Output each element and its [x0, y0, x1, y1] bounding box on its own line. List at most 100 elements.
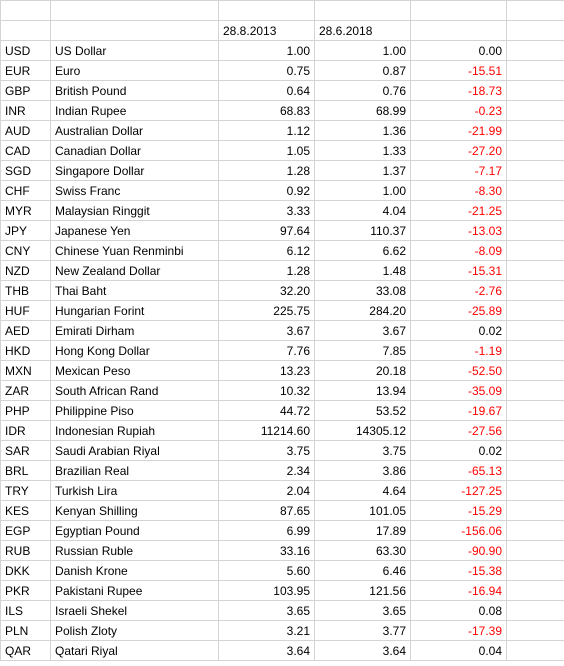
- table-row: PLNPolish Zloty3.213.77-17.39: [1, 621, 564, 641]
- value-1: 5.60: [219, 561, 315, 581]
- table-row: PKRPakistani Rupee103.95121.56-16.94: [1, 581, 564, 601]
- value-1: 3.64: [219, 641, 315, 661]
- value-1: 87.65: [219, 501, 315, 521]
- table-row: PHPPhilippine Piso44.7253.52-19.67: [1, 401, 564, 421]
- value-2: 68.99: [315, 101, 411, 121]
- cell-blank: [507, 241, 564, 261]
- diff-value: -25.89: [411, 301, 507, 321]
- header-date1: 28.8.2013: [219, 21, 315, 41]
- currency-name: South African Rand: [51, 381, 219, 401]
- cell-blank: [507, 261, 564, 281]
- table-row: DKKDanish Krone5.606.46-15.38: [1, 561, 564, 581]
- currency-name: Qatari Riyal: [51, 641, 219, 661]
- diff-value: -15.51: [411, 61, 507, 81]
- currency-name: Euro: [51, 61, 219, 81]
- value-2: 63.30: [315, 541, 411, 561]
- value-1: 10.32: [219, 381, 315, 401]
- currency-code: EUR: [1, 61, 51, 81]
- value-2: 110.37: [315, 221, 411, 241]
- currency-name: Polish Zloty: [51, 621, 219, 641]
- diff-value: -52.50: [411, 361, 507, 381]
- value-1: 97.64: [219, 221, 315, 241]
- cell-blank: [507, 541, 564, 561]
- value-2: 3.64: [315, 641, 411, 661]
- diff-value: -15.38: [411, 561, 507, 581]
- value-2: 3.65: [315, 601, 411, 621]
- value-1: 0.64: [219, 81, 315, 101]
- currency-code: SGD: [1, 161, 51, 181]
- value-2: 33.08: [315, 281, 411, 301]
- value-1: 1.00: [219, 41, 315, 61]
- cell-blank: [507, 161, 564, 181]
- value-2: 1.00: [315, 181, 411, 201]
- currency-code: INR: [1, 101, 51, 121]
- cell-blank: [507, 461, 564, 481]
- currency-code: ILS: [1, 601, 51, 621]
- currency-name: Malaysian Ringgit: [51, 201, 219, 221]
- table-row: ILSIsraeli Shekel3.653.650.08: [1, 601, 564, 621]
- table-row: EUREuro0.750.87-15.51: [1, 61, 564, 81]
- currency-code: KES: [1, 501, 51, 521]
- currency-name: Pakistani Rupee: [51, 581, 219, 601]
- diff-value: -90.90: [411, 541, 507, 561]
- currency-code: JPY: [1, 221, 51, 241]
- currency-name: Philippine Piso: [51, 401, 219, 421]
- table-row: JPYJapanese Yen97.64110.37-13.03: [1, 221, 564, 241]
- diff-value: 0.00: [411, 41, 507, 61]
- diff-value: -27.20: [411, 141, 507, 161]
- cell-blank: [507, 621, 564, 641]
- cell-blank: [507, 201, 564, 221]
- table-row: AUDAustralian Dollar1.121.36-21.99: [1, 121, 564, 141]
- value-1: 7.76: [219, 341, 315, 361]
- diff-value: -7.17: [411, 161, 507, 181]
- diff-value: -18.73: [411, 81, 507, 101]
- table-row: HUFHungarian Forint225.75284.20-25.89: [1, 301, 564, 321]
- currency-name: Brazilian Real: [51, 461, 219, 481]
- currency-code: PKR: [1, 581, 51, 601]
- value-2: 7.85: [315, 341, 411, 361]
- cell-blank: [507, 641, 564, 661]
- currency-table: 28.8.201328.6.2018USDUS Dollar1.001.000.…: [0, 0, 564, 661]
- cell-blank: [507, 141, 564, 161]
- currency-code: MYR: [1, 201, 51, 221]
- cell-blank: [507, 381, 564, 401]
- currency-code: HUF: [1, 301, 51, 321]
- value-2: 3.77: [315, 621, 411, 641]
- diff-value: -19.67: [411, 401, 507, 421]
- table-row: QARQatari Riyal3.643.640.04: [1, 641, 564, 661]
- diff-value: -15.31: [411, 261, 507, 281]
- value-2: 1.36: [315, 121, 411, 141]
- currency-name: Turkish Lira: [51, 481, 219, 501]
- value-1: 3.67: [219, 321, 315, 341]
- currency-code: MXN: [1, 361, 51, 381]
- currency-name: British Pound: [51, 81, 219, 101]
- value-1: 3.21: [219, 621, 315, 641]
- value-2: 4.64: [315, 481, 411, 501]
- table-row: EGPEgyptian Pound6.9917.89-156.06: [1, 521, 564, 541]
- currency-code: PHP: [1, 401, 51, 421]
- cell-blank: [507, 601, 564, 621]
- currency-name: Indian Rupee: [51, 101, 219, 121]
- value-2: 101.05: [315, 501, 411, 521]
- value-2: 0.87: [315, 61, 411, 81]
- value-1: 225.75: [219, 301, 315, 321]
- diff-value: -17.39: [411, 621, 507, 641]
- value-1: 1.28: [219, 261, 315, 281]
- value-2: 1.00: [315, 41, 411, 61]
- diff-value: -15.29: [411, 501, 507, 521]
- currency-code: CHF: [1, 181, 51, 201]
- value-1: 32.20: [219, 281, 315, 301]
- cell-blank: [51, 21, 219, 41]
- table-row: CNYChinese Yuan Renminbi6.126.62-8.09: [1, 241, 564, 261]
- value-2: 3.75: [315, 441, 411, 461]
- value-1: 0.75: [219, 61, 315, 81]
- value-2: 20.18: [315, 361, 411, 381]
- cell-blank: [507, 441, 564, 461]
- diff-value: -2.76: [411, 281, 507, 301]
- currency-name: Israeli Shekel: [51, 601, 219, 621]
- table-row: SGDSingapore Dollar1.281.37-7.17: [1, 161, 564, 181]
- currency-name: New Zealand Dollar: [51, 261, 219, 281]
- cell-blank: [507, 521, 564, 541]
- table-row: GBPBritish Pound0.640.76-18.73: [1, 81, 564, 101]
- header-date2: 28.6.2018: [315, 21, 411, 41]
